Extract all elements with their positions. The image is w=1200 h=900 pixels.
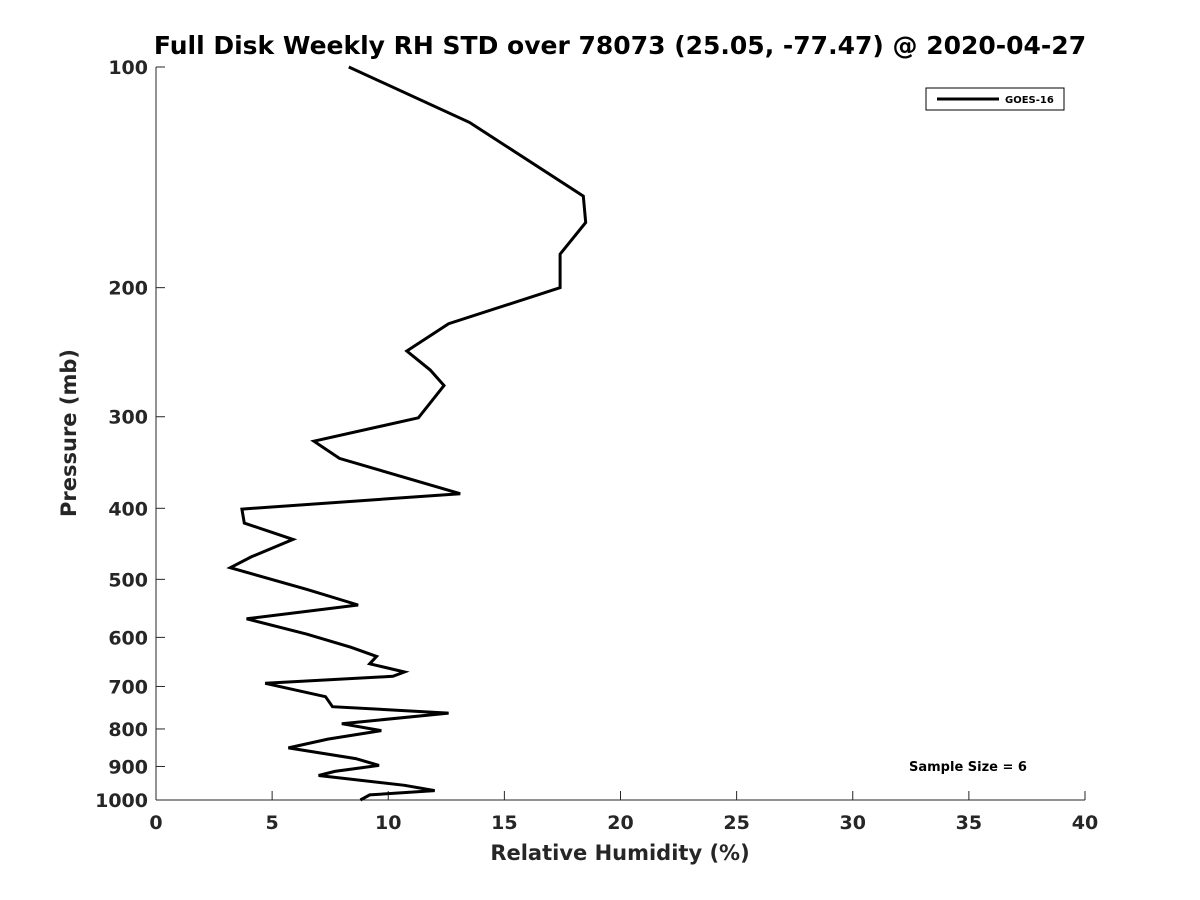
y-tick-label: 300 <box>108 407 148 429</box>
legend-entry-label: GOES-16 <box>1005 95 1054 106</box>
x-tick-label: 5 <box>266 812 279 834</box>
sample-size-annotation: Sample Size = 6 <box>909 760 1027 775</box>
x-axis-label: Relative Humidity (%) <box>490 841 749 865</box>
legend: GOES-16 <box>925 87 1065 111</box>
axes: 0 5 10 15 20 25 30 35 40 100 200 300 400 500 600 700 800… <box>95 57 1098 834</box>
y-tick-label: 200 <box>108 278 148 300</box>
x-tick-label: 25 <box>723 812 749 834</box>
x-tick-label: 35 <box>956 812 982 834</box>
series-line-goes-16 <box>226 65 588 802</box>
series-layer <box>226 65 588 802</box>
y-tick-label: 800 <box>108 719 148 741</box>
x-tick-label: 0 <box>149 812 162 834</box>
y-tick-label: 900 <box>108 756 148 778</box>
y-tick-label: 400 <box>108 498 148 520</box>
y-tick-label: 600 <box>108 627 148 649</box>
chart-title: Full Disk Weekly RH STD over 78073 (25.0… <box>154 31 1086 60</box>
y-tick-label: 700 <box>108 676 148 698</box>
x-tick-label: 10 <box>375 812 401 834</box>
x-tick-label: 30 <box>840 812 866 834</box>
y-tick-label: 500 <box>108 569 148 591</box>
x-tick-label: 20 <box>607 812 633 834</box>
y-axis-label: Pressure (mb) <box>57 349 81 517</box>
x-tick-label: 15 <box>491 812 517 834</box>
y-tick-label: 1000 <box>95 790 148 812</box>
x-tick-label: 40 <box>1072 812 1098 834</box>
y-tick-label: 100 <box>108 57 148 79</box>
